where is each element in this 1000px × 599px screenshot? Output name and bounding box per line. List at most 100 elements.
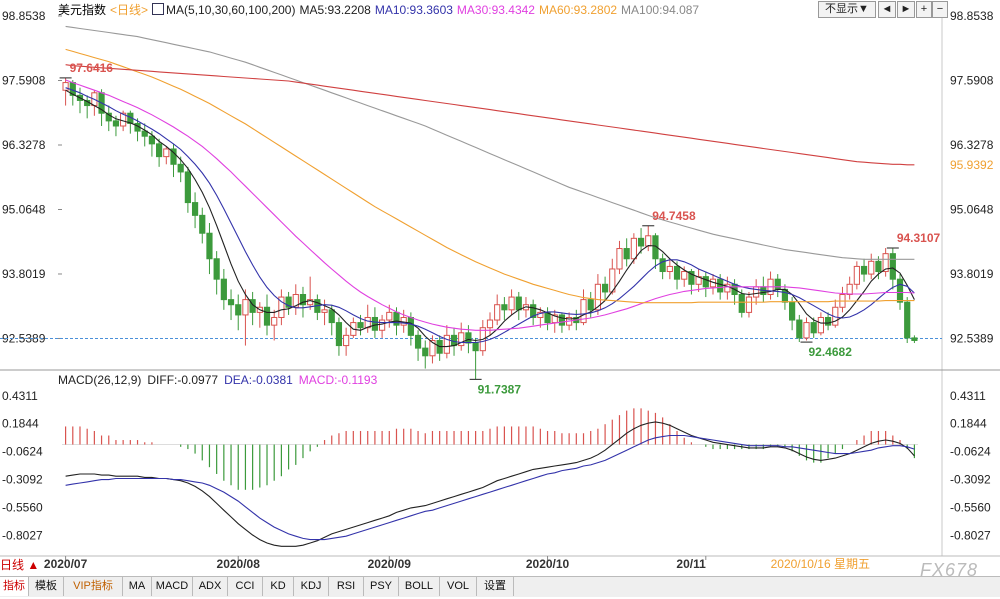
extreme-label: 97.6416: [70, 61, 114, 75]
candle-body: [443, 334, 450, 354]
candle-body: [105, 112, 112, 122]
candle-body: [889, 253, 896, 280]
candle-body: [810, 322, 817, 334]
tab-vol[interactable]: VOL: [440, 577, 477, 596]
tab-kd[interactable]: KD: [263, 577, 294, 596]
price-y-tick-left: 97.5908: [2, 73, 46, 87]
candle-body: [170, 148, 177, 165]
candle-body: [422, 347, 429, 357]
tab-kdj[interactable]: KDJ: [294, 577, 329, 596]
price-y-tick-right: 98.8538: [950, 9, 994, 23]
dea-value: DEA:-0.0381: [224, 373, 293, 387]
candle-body: [458, 332, 465, 347]
candle-body: [623, 248, 630, 260]
candle-body: [803, 322, 810, 339]
candle-body: [486, 319, 494, 329]
candle-body: [846, 283, 853, 296]
price-y-tick-left: 98.8538: [2, 9, 46, 23]
candle-body: [738, 294, 745, 313]
tab-cci[interactable]: CCI: [228, 577, 263, 596]
macd-y-tick-right: -0.5560: [950, 500, 991, 514]
candle-body: [824, 316, 832, 326]
ma200-line: [65, 64, 915, 166]
candle-body: [335, 322, 343, 347]
x-tick-label: 20/11: [676, 557, 706, 571]
diff-line: [65, 421, 915, 547]
extreme-label: 92.4682: [809, 345, 853, 359]
tab-settings[interactable]: 设置: [477, 577, 514, 596]
macd-y-tick-left: -0.3092: [2, 473, 43, 487]
macd-y-tick-left: 0.4311: [2, 389, 38, 403]
price-y-tick-left: 93.8019: [2, 267, 46, 281]
tab-templates[interactable]: 模板: [29, 577, 64, 596]
candle-body: [681, 271, 688, 280]
candle-body: [630, 237, 637, 260]
zoom-in-button[interactable]: +: [916, 1, 932, 18]
tab-boll[interactable]: BOLL: [399, 577, 440, 596]
period-indicator[interactable]: 日线 ▲: [0, 558, 40, 572]
dea-line: [65, 434, 915, 541]
tab-rsi[interactable]: RSI: [329, 577, 364, 596]
candle-body: [616, 248, 623, 270]
ma60-value: MA60:93.2802: [538, 3, 618, 17]
candle-body: [724, 283, 731, 293]
candle-body: [753, 286, 760, 298]
x-tick-label: 2020/10: [526, 557, 570, 571]
candle-body: [141, 130, 148, 137]
candle-body: [853, 265, 860, 285]
macd-y-tick-left: -0.8027: [2, 528, 43, 542]
candle-body: [227, 299, 235, 306]
candle-body: [307, 299, 314, 306]
tab-macd[interactable]: MACD: [152, 577, 193, 596]
x-tick-label: 2020/07: [44, 557, 88, 571]
candle-body: [235, 304, 242, 316]
candle-body: [515, 296, 522, 311]
candle-body: [299, 294, 307, 306]
price-y-tick-right: 95.0648: [950, 202, 994, 216]
candle-body: [875, 260, 882, 273]
candle-body: [285, 296, 292, 308]
period-selector[interactable]: <日线>: [110, 3, 149, 17]
ma60-line: [65, 48, 915, 304]
candle-body: [112, 120, 120, 127]
macd-label: MACD(26,12,9): [58, 373, 142, 387]
candle-body: [220, 278, 227, 301]
candle-body: [263, 306, 271, 326]
candle-body: [594, 283, 601, 311]
macd-y-tick-right: 0.1844: [950, 417, 987, 431]
candle-body: [882, 253, 889, 273]
candle-body: [465, 332, 472, 344]
candle-body: [558, 314, 566, 326]
candle-body: [673, 265, 681, 280]
candle-body: [414, 334, 422, 349]
tab-ma[interactable]: MA: [123, 577, 152, 596]
ma100-line: [65, 25, 915, 260]
hide-toggle-button[interactable]: 不显示▼: [818, 1, 876, 18]
ma5-value: MA5:93.2208: [299, 3, 371, 17]
zoom-out-button[interactable]: −: [932, 1, 948, 18]
cursor-date-label: 2020/10/16 星期五: [771, 557, 870, 571]
price-y-tick-left: 96.3278: [2, 138, 46, 152]
candle-body: [717, 278, 724, 293]
candle-body: [530, 304, 537, 318]
candle-body: [379, 319, 386, 331]
candle-body: [494, 304, 501, 321]
tab-psy[interactable]: PSY: [364, 577, 399, 596]
candle-body: [472, 342, 479, 352]
candle-body: [328, 309, 335, 324]
tab-adx[interactable]: ADX: [193, 577, 228, 596]
pan-left-button[interactable]: ◄: [878, 1, 896, 18]
candle-body: [62, 82, 69, 91]
price-y-tick-left: 95.0648: [2, 202, 46, 216]
candle-body: [860, 265, 868, 275]
tab-vip-indicators[interactable]: VIP指标: [64, 577, 123, 596]
pan-right-button[interactable]: ►: [897, 1, 915, 18]
ma-checkbox[interactable]: [152, 3, 165, 15]
tab-indicators[interactable]: 指标: [0, 577, 29, 596]
candle-body: [904, 301, 911, 339]
watermark: FX678: [919, 560, 978, 580]
candle-body: [688, 271, 695, 285]
ma100-value: MA100:94.087: [621, 3, 700, 17]
diff-value: DIFF:-0.0977: [147, 373, 219, 387]
